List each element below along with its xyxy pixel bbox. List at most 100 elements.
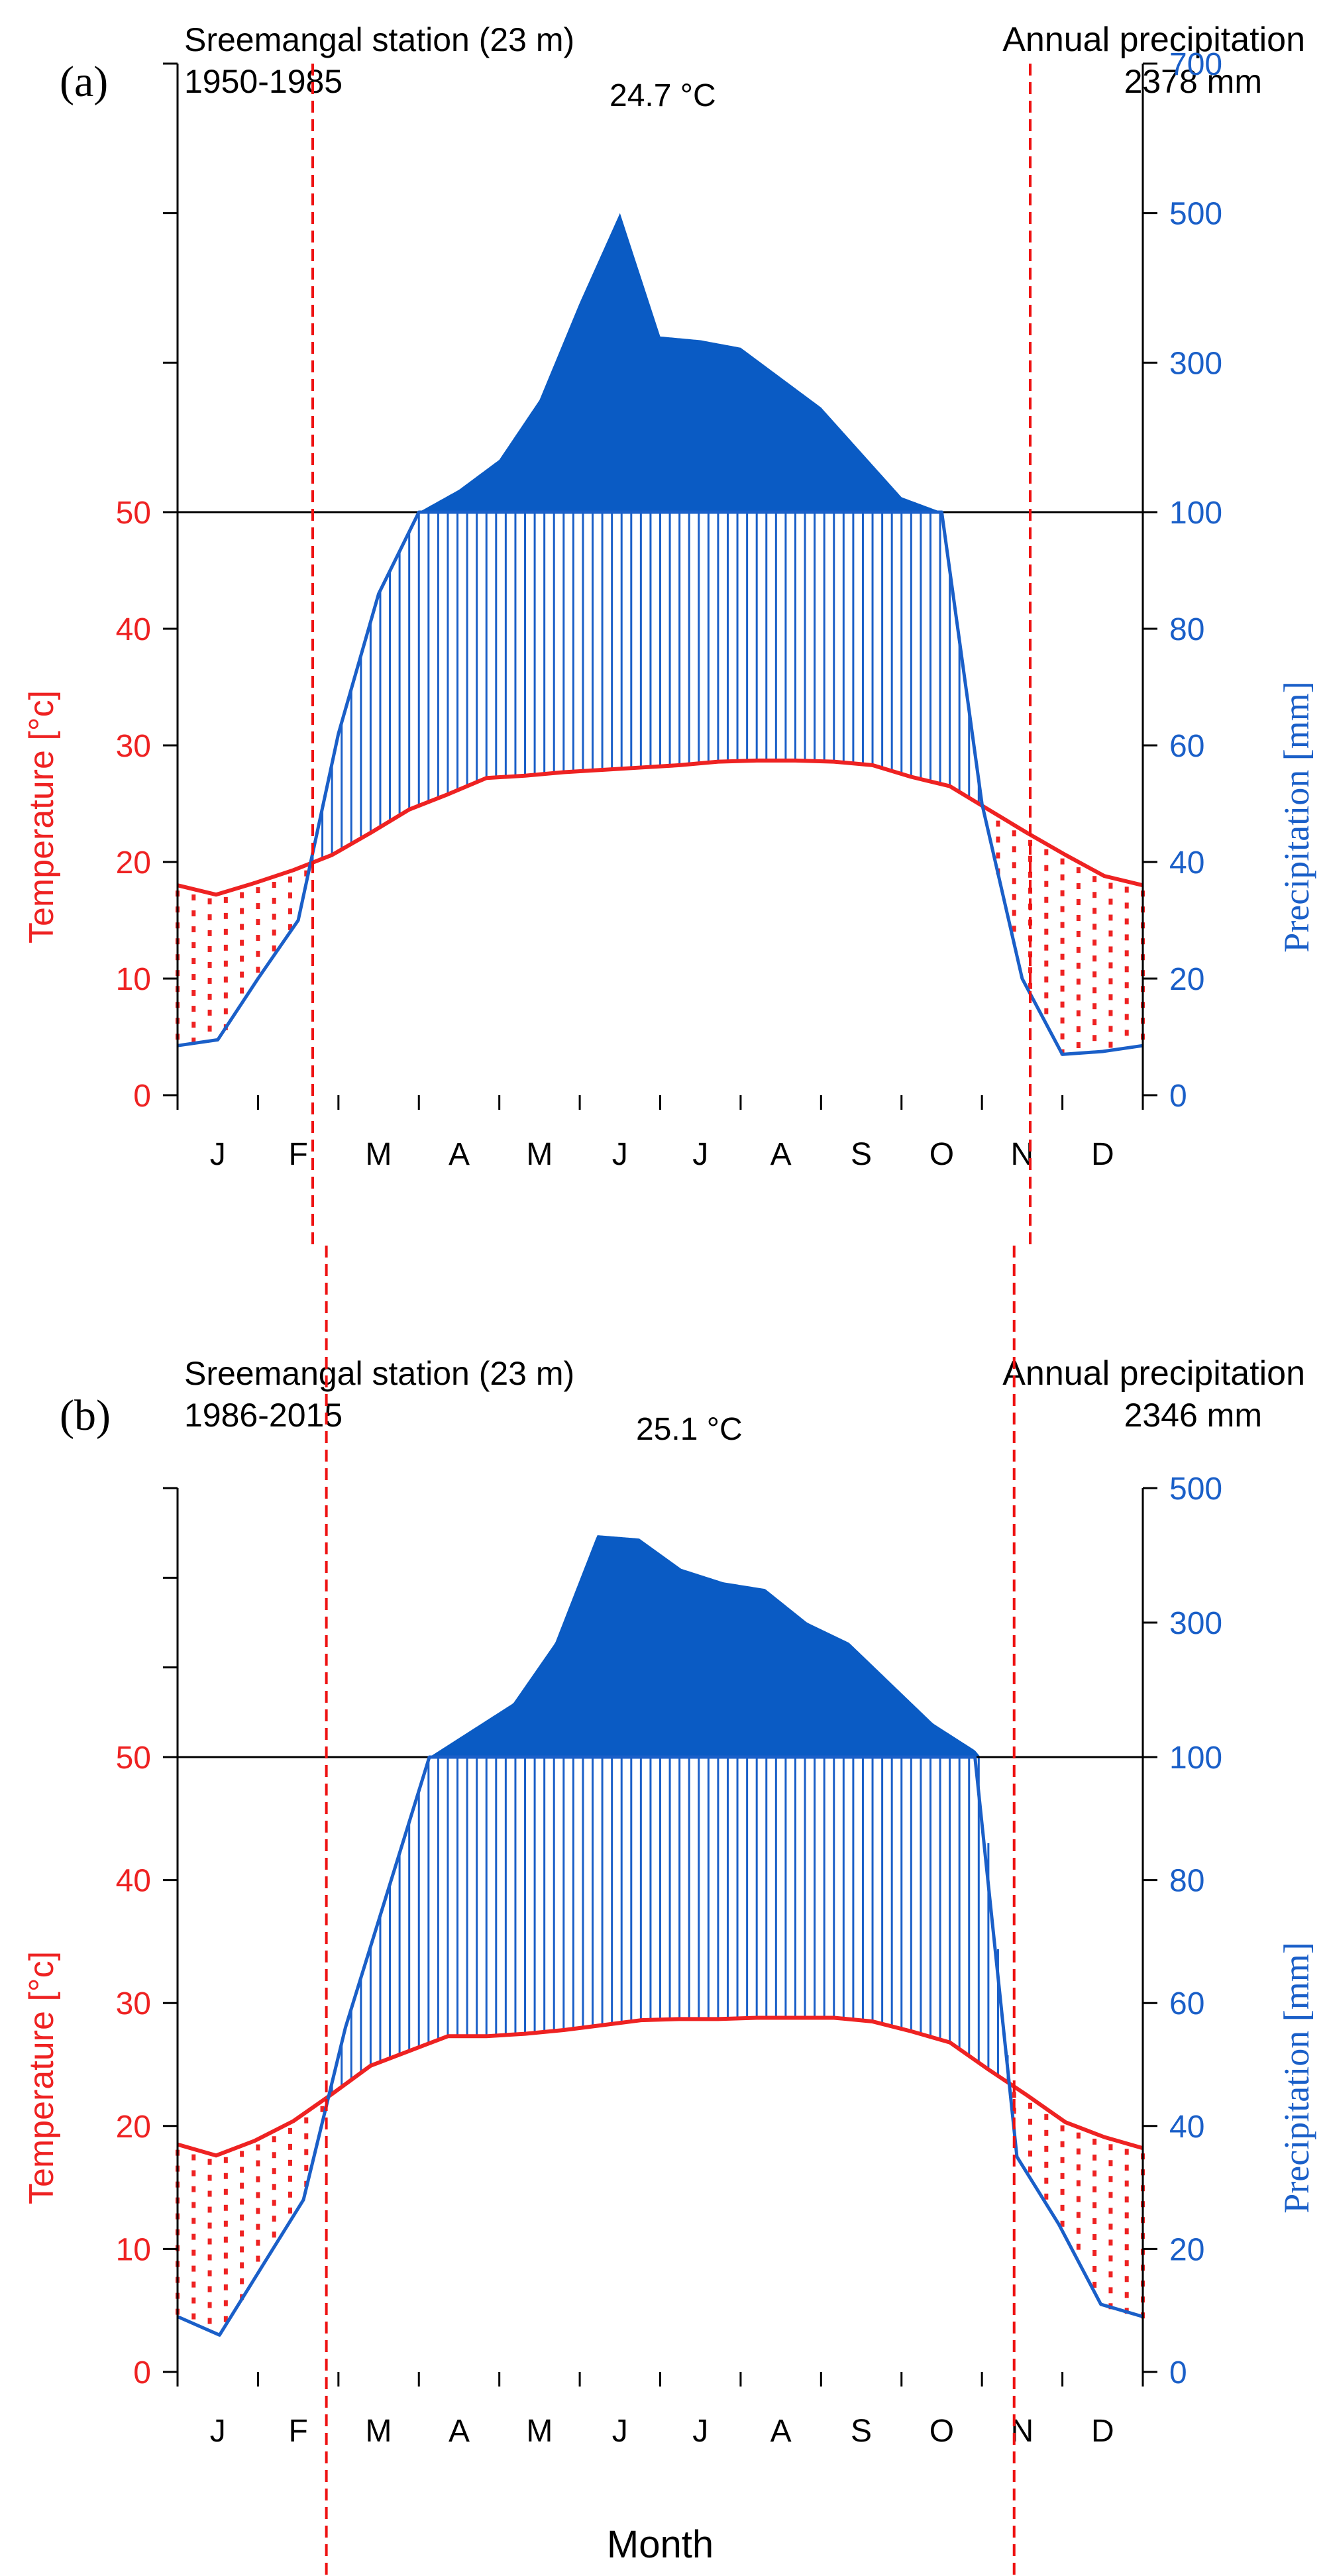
arid-dot: [207, 2302, 212, 2308]
right-tick-label: 40: [1169, 845, 1204, 881]
arid-dot: [996, 836, 1000, 843]
arid-dot: [1076, 994, 1081, 1000]
arid-dot: [1012, 2092, 1016, 2098]
arid-dot: [1124, 2276, 1129, 2282]
humid-area-fill: [178, 1535, 1143, 1757]
arid-dot: [191, 2154, 196, 2161]
arid-dot: [1092, 955, 1097, 962]
arid-dot: [1124, 2149, 1129, 2155]
arid-dot: [1012, 926, 1016, 932]
arid-dot: [1092, 1003, 1097, 1010]
arid-dot: [191, 2170, 196, 2176]
arid-dot: [240, 987, 244, 994]
arid-dot: [191, 990, 196, 996]
arid-dot: [1108, 2160, 1113, 2167]
arid-dot: [240, 924, 244, 930]
arid-dot: [207, 961, 212, 968]
left-tick-label: 20: [116, 2110, 151, 2145]
arid-dot: [207, 1025, 212, 1032]
arid-dot: [191, 974, 196, 981]
left-tick-label: 40: [116, 612, 151, 647]
mean-temperature: 24.7 °C: [610, 78, 716, 113]
arid-dot: [1124, 2292, 1129, 2298]
arid-dot: [304, 2133, 309, 2139]
arid-dot: [207, 930, 212, 936]
arid-dot: [1124, 2244, 1129, 2251]
arid-dot: [1044, 944, 1049, 951]
month-label: S: [851, 1137, 872, 1172]
annual-precipitation-label: Annual precipitation: [1002, 1354, 1305, 1393]
arid-dot: [1124, 934, 1129, 941]
arid-dot: [1092, 908, 1097, 914]
arid-dot: [1108, 2224, 1113, 2230]
arid-dot: [191, 1022, 196, 1028]
humid-area-fill: [178, 213, 1143, 512]
right-tick-label: 80: [1169, 1864, 1204, 1899]
arid-dot: [1124, 998, 1129, 1004]
arid-dot: [272, 945, 276, 951]
temperature-line: [177, 2015, 1143, 2158]
period-label: 1986-2015: [184, 1397, 343, 1434]
arid-dot: [1012, 846, 1016, 853]
arid-dot: [191, 2281, 196, 2288]
arid-dot: [256, 2208, 260, 2214]
right-tick-label: 300: [1169, 1606, 1222, 1641]
arid-dot: [1124, 918, 1129, 925]
month-label: M: [366, 2414, 392, 2449]
arid-dot: [1108, 978, 1113, 985]
arid-dot: [223, 928, 228, 935]
month-label: D: [1091, 1137, 1114, 1172]
arid-dot: [1076, 1010, 1081, 1016]
arid-dot: [1076, 867, 1081, 873]
arid-dot: [256, 2192, 260, 2198]
arid-dot: [272, 2200, 276, 2206]
month-label: A: [770, 2414, 792, 2449]
arid-dot: [240, 2167, 244, 2173]
arid-dot: [207, 914, 212, 920]
arid-dot: [1092, 876, 1097, 883]
arid-dot: [240, 2198, 244, 2205]
right-tick-label: 80: [1169, 612, 1204, 647]
right-tick-label: 300: [1169, 346, 1222, 381]
arid-dot: [1076, 2164, 1081, 2171]
arid-dot: [223, 1008, 228, 1014]
annual-precipitation-value: 2378 mm: [1124, 63, 1262, 100]
arid-dot: [223, 2268, 228, 2275]
arid-dot: [207, 2318, 212, 2324]
arid-dot: [272, 914, 276, 920]
arid-dot: [288, 908, 292, 914]
arid-dot: [223, 2173, 228, 2179]
arid-dot: [1124, 902, 1129, 909]
arid-dot: [207, 2206, 212, 2213]
precipitation-line: [176, 1755, 1143, 2337]
right-tick-label: 60: [1169, 1986, 1204, 2021]
station-name: Sreemangal station (23 m): [184, 21, 574, 58]
mean-temperature: 25.1 °C: [636, 1412, 743, 1447]
left-tick-label: 10: [116, 2232, 151, 2267]
arid-dot: [240, 2151, 244, 2157]
panel-b: (b) Sreemangal station (23 m) 1986-2015 25.…: [23, 1246, 1316, 2576]
arid-dot: [256, 2239, 260, 2246]
arid-dot: [1044, 2114, 1049, 2120]
arid-dot: [1124, 2196, 1129, 2203]
arid-dot: [288, 2175, 292, 2182]
arid-dot: [256, 2176, 260, 2182]
arid-dot: [1076, 2132, 1081, 2139]
arid-dot: [1044, 2145, 1049, 2152]
month-label: M: [526, 1137, 553, 1172]
arid-dot: [1060, 890, 1065, 896]
arid-dot: [1124, 966, 1129, 973]
arid-dot: [256, 2144, 260, 2151]
station-name: Sreemangal station (23 m): [184, 1355, 574, 1392]
right-tick-label: 0: [1169, 2355, 1187, 2390]
annual-precipitation-value: 2346 mm: [1124, 1397, 1262, 1434]
humid-hatching: [311, 512, 980, 863]
arid-dot: [191, 1006, 196, 1012]
arid-dot: [272, 2184, 276, 2190]
arid-dot: [1076, 1026, 1081, 1032]
arid-dot: [1124, 2212, 1129, 2219]
arid-dot: [223, 944, 228, 951]
arid-dot: [1044, 881, 1049, 887]
arid-dot: [191, 2218, 196, 2224]
arid-dot: [191, 894, 196, 901]
